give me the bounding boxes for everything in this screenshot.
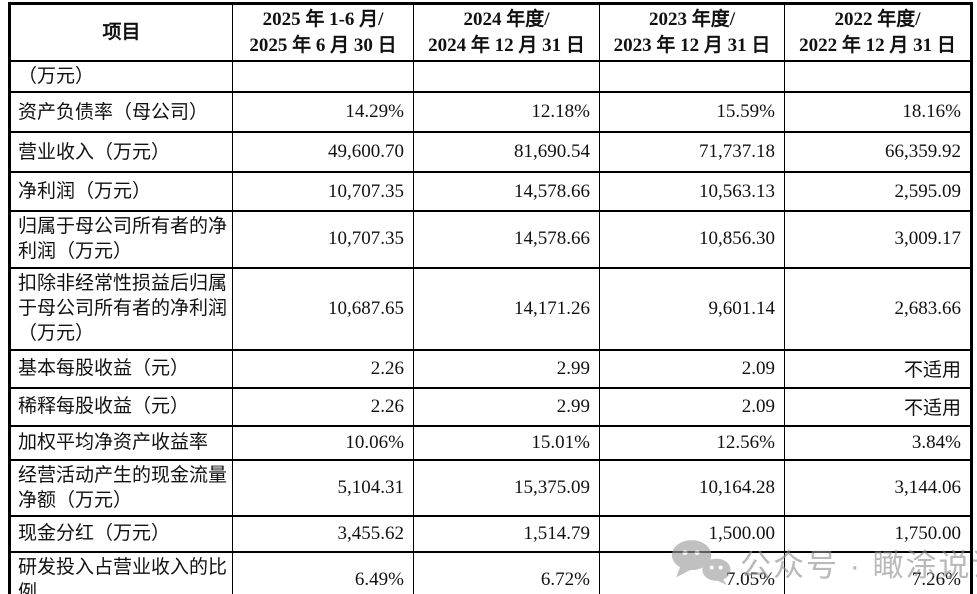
cell-value: 49,600.70 [232, 131, 414, 174]
cell-value: 66,359.92 [784, 131, 972, 174]
row-label: 归属于母公司所有者的净利润（万元） [9, 210, 233, 269]
cell-empty [784, 60, 972, 94]
cell-value: 1,500.00 [599, 514, 785, 553]
cell-value: 14.29% [232, 91, 414, 134]
cell-value: 3,009.17 [784, 210, 972, 269]
unit-row-label: （万元） [9, 60, 233, 94]
cell-value: 14,578.66 [413, 171, 600, 213]
col-header-2024-line1: 2024 年度/ [463, 9, 550, 30]
col-header-item-label: 项目 [102, 21, 141, 43]
table-row: 基本每股收益（元） 2.26 2.99 2.09 不适用 [9, 348, 972, 389]
col-header-2022-line2: 2022 年 12 月 31 日 [799, 34, 956, 56]
cell-value: 5,104.31 [232, 458, 414, 517]
col-header-2023-line1: 2023 年度/ [648, 9, 736, 30]
table-row: 资产负债率（母公司） 14.29% 12.18% 15.59% 18.16% [9, 91, 972, 134]
cell-value: 1,750.00 [784, 514, 972, 553]
row-label: 净利润（万元） [9, 171, 233, 213]
row-label: 加权平均净资产收益率 [9, 424, 233, 461]
cell-value: 2.09 [599, 386, 785, 427]
col-header-2023: 2023 年度/ 2023 年 12 月 31 日 [599, 2, 785, 63]
col-header-2024: 2024 年度/ 2024 年 12 月 31 日 [413, 2, 600, 63]
cell-value: 7.05% [599, 550, 785, 594]
cell-value: 10,707.35 [232, 210, 414, 269]
table-row: 营业收入（万元） 49,600.70 81,690.54 71,737.18 6… [9, 131, 972, 174]
table-row: 净利润（万元） 10,707.35 14,578.66 10,563.13 2,… [9, 171, 972, 213]
cell-value: 1,514.79 [413, 514, 600, 553]
col-header-2022: 2022 年度/ 2022 年 12 月 31 日 [784, 2, 972, 63]
table-row: 研发投入占营业收入的比例 6.49% 6.72% 7.05% 7.26% [9, 550, 972, 594]
table-row: 扣除非经常性损益后归属于母公司所有者的净利润（万元） 10,687.65 14,… [9, 266, 972, 351]
row-label: 营业收入（万元） [9, 131, 233, 174]
cell-value: 71,737.18 [599, 131, 785, 174]
row-label: 现金分红（万元） [9, 514, 233, 553]
cell-value: 3.84% [784, 424, 972, 461]
col-header-2022-line1: 2022 年度/ [834, 9, 921, 30]
cell-value: 10,563.13 [599, 171, 785, 213]
cell-value: 9,601.14 [599, 266, 785, 351]
col-header-2025h1-line2: 2025 年 6 月 30 日 [249, 34, 397, 56]
cell-value: 2.09 [599, 348, 785, 389]
cell-value: 2.26 [232, 348, 414, 389]
cell-value: 18.16% [784, 91, 972, 134]
row-label: 稀释每股收益（元） [9, 386, 233, 427]
cell-value: 10,687.65 [232, 266, 414, 351]
cell-value: 2.99 [413, 348, 600, 389]
table-row: 稀释每股收益（元） 2.26 2.99 2.09 不适用 [9, 386, 972, 427]
row-label: 资产负债率（母公司） [9, 91, 233, 134]
cell-value: 3,144.06 [784, 458, 972, 517]
row-label: 扣除非经常性损益后归属于母公司所有者的净利润（万元） [9, 266, 233, 351]
cell-empty [232, 60, 414, 94]
cell-value: 10,707.35 [232, 171, 414, 213]
cell-empty [413, 60, 600, 94]
table-row: 加权平均净资产收益率 10.06% 15.01% 12.56% 3.84% [9, 424, 972, 461]
cell-value: 3,455.62 [232, 514, 414, 553]
cell-value: 12.18% [413, 91, 600, 134]
cell-empty [599, 60, 785, 94]
cell-value: 7.26% [784, 550, 972, 594]
row-label: 经营活动产生的现金流量净额（万元） [9, 458, 233, 517]
cell-value: 2,595.09 [784, 171, 972, 213]
cell-value: 12.56% [599, 424, 785, 461]
row-label: 基本每股收益（元） [9, 348, 233, 389]
cell-value: 不适用 [784, 348, 972, 389]
col-header-item: 项目 [9, 2, 233, 63]
cell-value: 15.59% [599, 91, 785, 134]
cell-value: 10,164.28 [599, 458, 785, 517]
cell-value: 81,690.54 [413, 131, 600, 174]
cell-value: 2.26 [232, 386, 414, 427]
cell-value: 2.99 [413, 386, 600, 427]
table-row: 经营活动产生的现金流量净额（万元） 5,104.31 15,375.09 10,… [9, 458, 972, 517]
cell-value: 15.01% [413, 424, 600, 461]
unit-row: （万元） [9, 60, 972, 94]
table-header-row: 项目 2025 年 1-6 月/ 2025 年 6 月 30 日 2024 年度… [9, 2, 972, 63]
col-header-2025h1: 2025 年 1-6 月/ 2025 年 6 月 30 日 [232, 2, 414, 63]
cell-value: 6.72% [413, 550, 600, 594]
cell-value: 14,171.26 [413, 266, 600, 351]
cell-value: 2,683.66 [784, 266, 972, 351]
col-header-2023-line2: 2023 年 12 月 31 日 [613, 34, 771, 56]
cell-value: 6.49% [232, 550, 414, 594]
cell-value: 15,375.09 [413, 458, 600, 517]
cell-value: 10,856.30 [599, 210, 785, 269]
cell-value: 10.06% [232, 424, 414, 461]
table-row: 现金分红（万元） 3,455.62 1,514.79 1,500.00 1,75… [9, 514, 972, 553]
row-label: 研发投入占营业收入的比例 [9, 550, 233, 594]
col-header-2025h1-line1: 2025 年 1-6 月/ [262, 9, 384, 30]
cell-value: 不适用 [784, 386, 972, 427]
financial-summary-table: 项目 2025 年 1-6 月/ 2025 年 6 月 30 日 2024 年度… [8, 2, 973, 594]
cell-value: 14,578.66 [413, 210, 600, 269]
table-row: 归属于母公司所有者的净利润（万元） 10,707.35 14,578.66 10… [9, 210, 972, 269]
col-header-2024-line2: 2024 年 12 月 31 日 [428, 34, 585, 56]
